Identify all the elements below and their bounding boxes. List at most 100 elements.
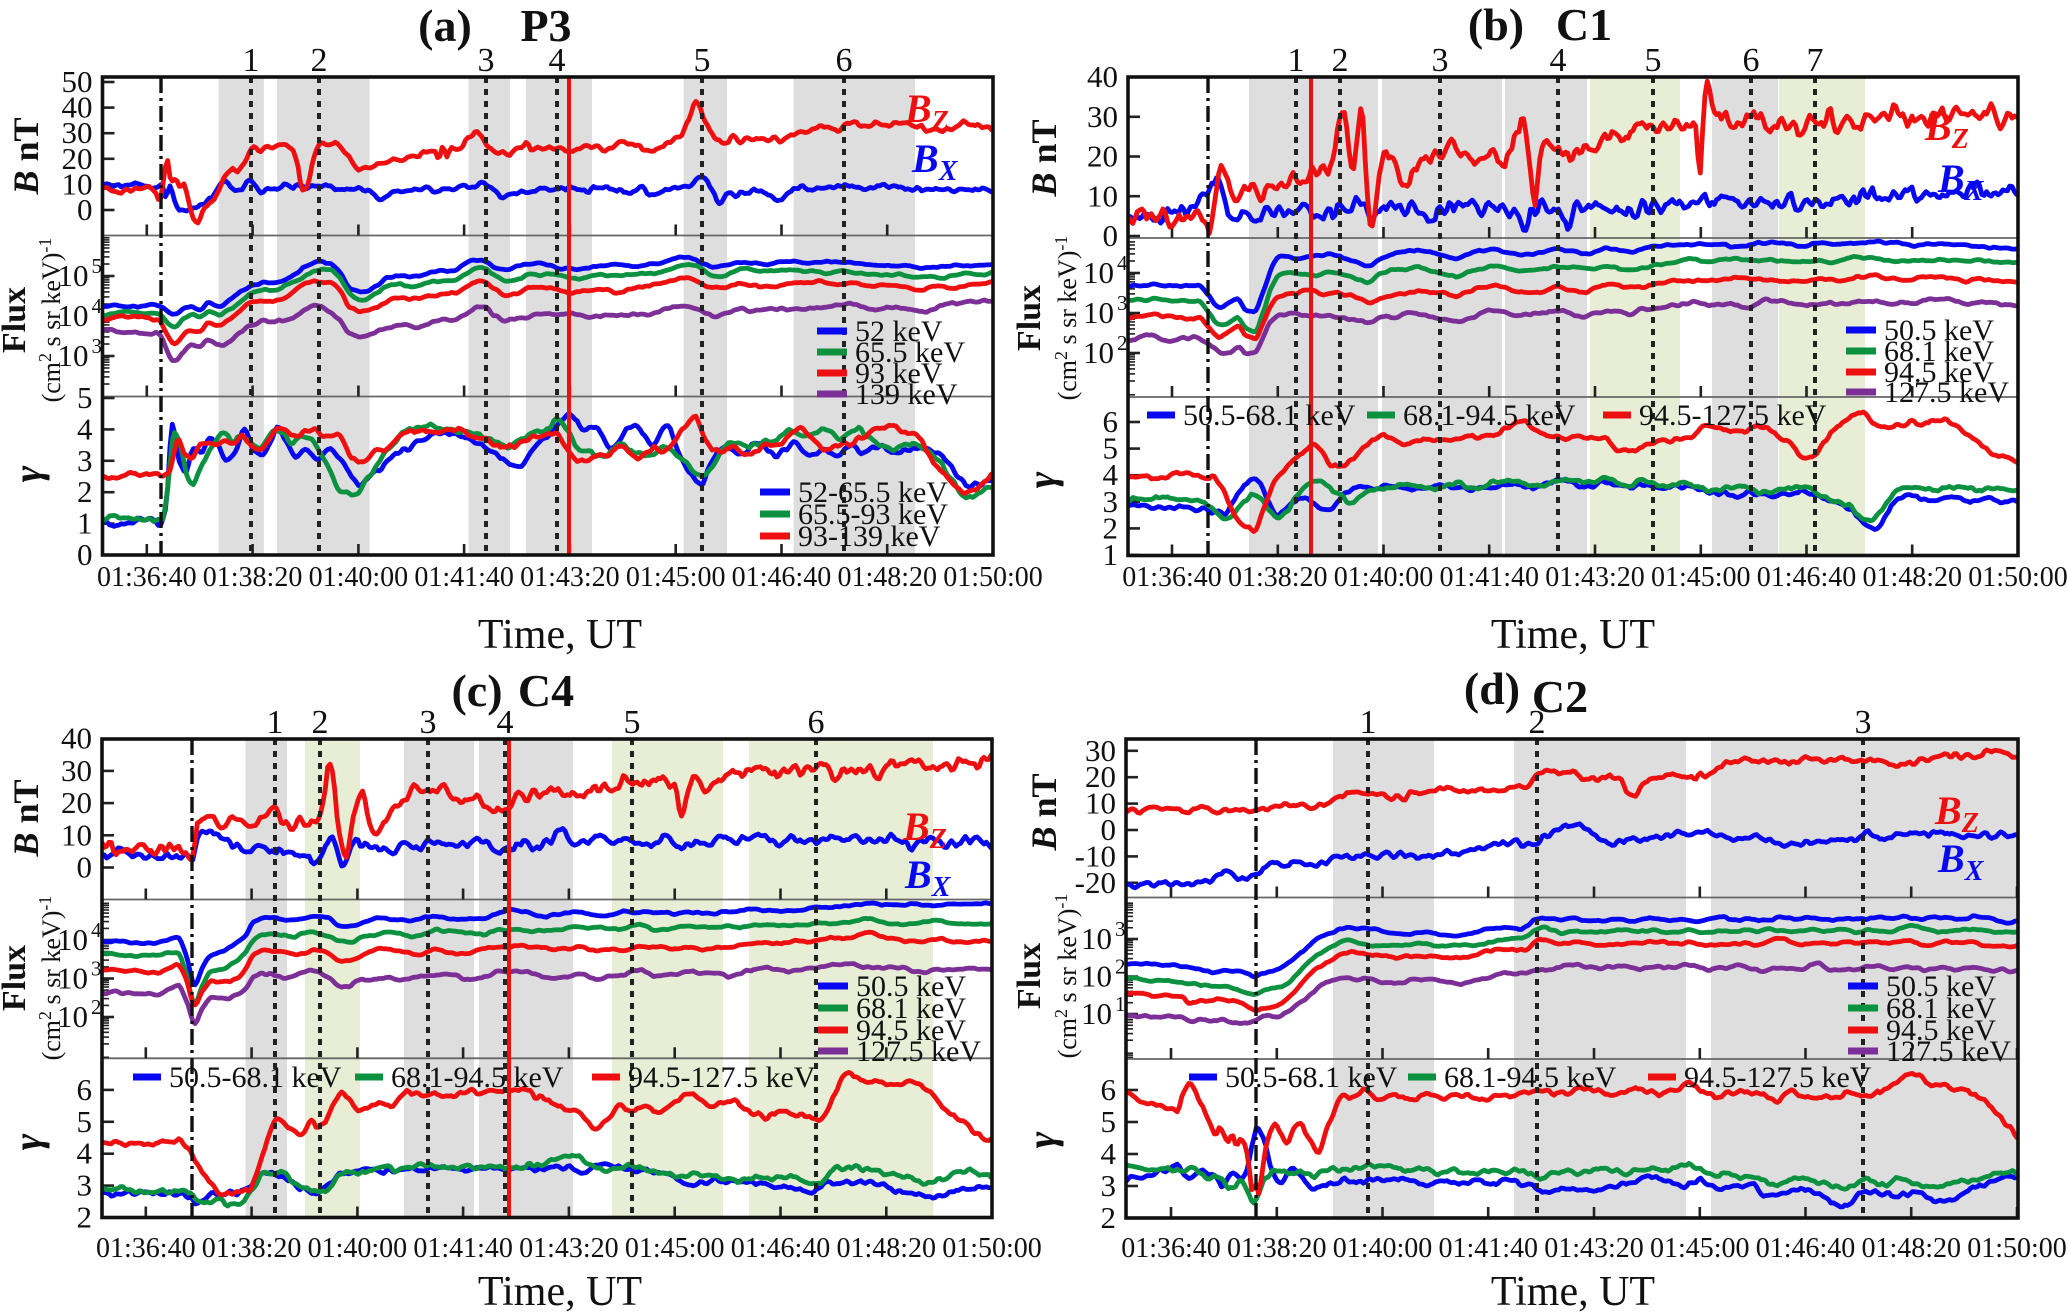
svg-text:4: 4 — [1550, 42, 1567, 79]
svg-text:10: 10 — [1081, 996, 1112, 1031]
svg-text:(cm2 s sr keV)-1: (cm2 s sr keV)-1 — [35, 896, 66, 1061]
svg-text:1: 1 — [1360, 704, 1377, 741]
svg-text:50.5 keV: 50.5 keV — [1886, 970, 1996, 1003]
svg-text:6: 6 — [1101, 1072, 1117, 1107]
svg-text:01:41:40: 01:41:40 — [1439, 562, 1539, 593]
svg-text:C2: C2 — [1532, 671, 1588, 722]
svg-text:2: 2 — [77, 474, 93, 509]
svg-text:B nT: B nT — [6, 117, 46, 195]
svg-text:10: 10 — [1083, 335, 1114, 370]
svg-text:6: 6 — [1103, 404, 1119, 439]
svg-text:10: 10 — [1083, 255, 1114, 290]
svg-text:52-65.5 keV: 52-65.5 keV — [798, 476, 948, 509]
svg-text:0: 0 — [77, 192, 93, 227]
svg-text:B nT: B nT — [6, 779, 46, 857]
svg-text:4: 4 — [1117, 251, 1128, 275]
svg-text:4: 4 — [1103, 457, 1119, 492]
svg-text:2: 2 — [1529, 704, 1546, 741]
svg-text:4: 4 — [91, 918, 102, 942]
svg-text:01:50:00: 01:50:00 — [943, 562, 1043, 593]
svg-text:10: 10 — [61, 817, 92, 852]
svg-text:0: 0 — [1103, 218, 1119, 253]
svg-text:(d): (d) — [1464, 663, 1520, 714]
svg-text:01:46:40: 01:46:40 — [732, 562, 832, 593]
svg-text:01:46:40: 01:46:40 — [1757, 562, 1857, 593]
svg-text:C1: C1 — [1556, 0, 1612, 50]
svg-text:0: 0 — [1101, 812, 1117, 847]
svg-text:01:40:00: 01:40:00 — [1333, 1233, 1433, 1264]
svg-text:3: 3 — [1117, 291, 1128, 315]
svg-text:Flux: Flux — [0, 287, 33, 353]
svg-text:01:36:40: 01:36:40 — [1121, 1233, 1221, 1264]
svg-text:01:50:00: 01:50:00 — [1967, 1233, 2067, 1264]
svg-text:2: 2 — [311, 42, 328, 79]
svg-text:4: 4 — [549, 42, 566, 79]
svg-text:Time, UT: Time, UT — [478, 612, 642, 658]
svg-text:3: 3 — [1101, 1168, 1117, 1203]
svg-text:1: 1 — [1288, 42, 1305, 79]
svg-text:01:43:20: 01:43:20 — [519, 1233, 619, 1264]
svg-text:01:43:20: 01:43:20 — [1545, 562, 1645, 593]
svg-text:30: 30 — [1087, 99, 1118, 134]
svg-text:Time, UT: Time, UT — [478, 1269, 642, 1312]
svg-text:5: 5 — [1645, 42, 1662, 79]
svg-text:0: 0 — [77, 850, 93, 885]
svg-text:B nT: B nT — [1024, 119, 1064, 197]
svg-text:50.5-68.1 keV: 50.5-68.1 keV — [169, 1061, 342, 1094]
svg-text:6: 6 — [1743, 42, 1760, 79]
svg-text:3: 3 — [77, 1168, 93, 1203]
svg-text:01:40:00: 01:40:00 — [309, 562, 409, 593]
svg-text:Time, UT: Time, UT — [1491, 612, 1655, 658]
svg-text:6: 6 — [808, 704, 825, 741]
svg-text:94.5 keV: 94.5 keV — [1884, 356, 1994, 389]
svg-text:2: 2 — [77, 1200, 93, 1235]
svg-text:94.5-127.5 keV: 94.5-127.5 keV — [628, 1061, 816, 1094]
svg-text:1: 1 — [77, 506, 93, 541]
svg-text:3: 3 — [1855, 704, 1872, 741]
svg-text:5: 5 — [77, 1104, 93, 1139]
svg-text:30: 30 — [61, 753, 92, 788]
svg-text:94.5-127.5 keV: 94.5-127.5 keV — [1639, 399, 1827, 432]
svg-text:1: 1 — [243, 42, 260, 79]
svg-text:4: 4 — [77, 411, 93, 446]
svg-text:2: 2 — [312, 704, 329, 741]
svg-text:127.5 keV: 127.5 keV — [1884, 376, 2009, 409]
svg-text:01:50:00: 01:50:00 — [942, 1233, 1042, 1264]
svg-text:01:36:40: 01:36:40 — [96, 1233, 196, 1264]
svg-text:3: 3 — [1103, 484, 1119, 519]
svg-text:52 keV: 52 keV — [855, 315, 943, 348]
svg-text:(cm2 s sr keV)-1: (cm2 s sr keV)-1 — [1051, 236, 1082, 401]
svg-text:94.5-127.5 keV: 94.5-127.5 keV — [1684, 1061, 1872, 1094]
svg-text:01:46:40: 01:46:40 — [731, 1233, 831, 1264]
svg-text:2: 2 — [1101, 1200, 1117, 1235]
svg-text:5: 5 — [77, 380, 93, 415]
svg-text:01:45:00: 01:45:00 — [1651, 562, 1751, 593]
svg-text:-20: -20 — [1075, 865, 1116, 900]
svg-text:10: 10 — [1085, 786, 1116, 821]
svg-text:2: 2 — [91, 995, 102, 1019]
svg-text:93-139 keV: 93-139 keV — [798, 520, 941, 553]
svg-text:01:38:20: 01:38:20 — [1227, 1233, 1327, 1264]
svg-text:(b): (b) — [1468, 0, 1524, 50]
svg-text:93 keV: 93 keV — [855, 357, 943, 390]
svg-text:40: 40 — [1087, 59, 1118, 94]
svg-text:68.1 keV: 68.1 keV — [1884, 335, 1994, 368]
svg-text:P3: P3 — [520, 0, 571, 51]
svg-text:50.5-68.1 keV: 50.5-68.1 keV — [1183, 399, 1356, 432]
svg-text:01:45:00: 01:45:00 — [1650, 1233, 1750, 1264]
svg-text:5: 5 — [92, 254, 103, 278]
svg-text:4: 4 — [1101, 1136, 1117, 1171]
svg-text:3: 3 — [1432, 42, 1449, 79]
svg-text:68.1 keV: 68.1 keV — [856, 992, 966, 1025]
svg-text:B nT: B nT — [1024, 773, 1064, 851]
svg-text:01:38:20: 01:38:20 — [202, 1233, 302, 1264]
svg-text:01:38:20: 01:38:20 — [1228, 562, 1328, 593]
svg-text:1: 1 — [1103, 537, 1119, 572]
svg-text:Flux: Flux — [0, 945, 33, 1011]
svg-text:3: 3 — [1115, 917, 1126, 941]
svg-text:2: 2 — [1103, 510, 1119, 545]
svg-text:10: 10 — [57, 999, 88, 1034]
svg-text:10: 10 — [58, 258, 89, 293]
svg-text:10: 10 — [58, 338, 89, 373]
svg-text:01:43:20: 01:43:20 — [1544, 1233, 1644, 1264]
